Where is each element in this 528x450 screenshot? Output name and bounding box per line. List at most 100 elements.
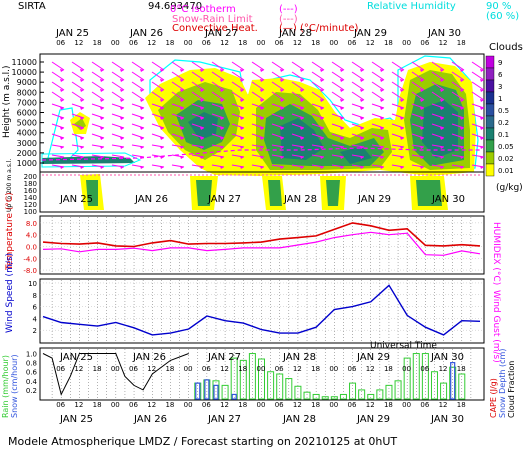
wind-arrow	[431, 103, 445, 109]
wind-arrow-head	[300, 146, 304, 149]
wind-arrow-head	[420, 156, 424, 159]
wind-arrow-head	[400, 117, 404, 120]
wind-arrow-head	[260, 79, 264, 82]
hour-tick-label: 18	[165, 365, 174, 373]
height-tick-label: 4000	[17, 129, 37, 138]
wind-arrow-head	[200, 69, 204, 72]
hour-tick-label: 06	[129, 401, 138, 409]
snow-bar	[213, 384, 219, 400]
hour-tick-label: 18	[311, 401, 320, 409]
wind-arrow	[471, 81, 485, 91]
wind-arrow-head	[480, 156, 484, 159]
wind-arrow-head	[180, 69, 184, 72]
wind-arrow-head	[260, 99, 264, 102]
rain-bar	[394, 380, 402, 400]
wind-arrow	[271, 113, 285, 119]
wind-arrow-head	[480, 99, 484, 102]
hour-tick-label: 12	[74, 401, 83, 409]
legend-snow-rain-marker: (---)	[279, 14, 298, 25]
wind-arrow-head	[120, 69, 124, 72]
wind-arrow	[351, 61, 365, 71]
wind-arrow-head	[460, 99, 464, 102]
wind-arrow	[311, 91, 325, 101]
day-label: JAN 26	[133, 414, 167, 425]
hour-tick-label: 18	[457, 365, 466, 373]
wind-arrow	[171, 61, 185, 71]
wind-arrow	[171, 71, 185, 81]
wind-arrow-head	[320, 69, 324, 72]
wind-arrow	[131, 71, 145, 81]
wind-arrow-head	[340, 107, 344, 110]
cloud-blob-core	[188, 100, 458, 164]
precip-panel: 1.00.80.60.40.2 JAN 25 JAN 26 JAN 27 JAN…	[1, 347, 516, 418]
wind-arrow	[271, 91, 285, 101]
wind-arrow-head	[220, 79, 224, 82]
wind-arrow	[431, 81, 445, 91]
wind-arrow-head	[220, 89, 224, 92]
wind-arrow-head	[300, 69, 304, 72]
y-tick-label: 2	[33, 327, 37, 335]
hour-tick-label: 18	[238, 365, 247, 373]
wind-arrow-head	[80, 146, 84, 149]
low-height-tick-label: 120	[24, 201, 37, 209]
wind-arrow	[131, 123, 145, 129]
hour-tick-label: 00	[257, 365, 266, 373]
wind-arrow-head	[280, 69, 284, 72]
wind-arrow	[71, 103, 85, 109]
wind-arrow	[371, 61, 385, 71]
wind-arrow-head	[360, 107, 364, 110]
hour-tick-label: 18	[384, 39, 393, 47]
colorbar-cell	[485, 127, 495, 141]
low-cloud-band	[42, 156, 135, 164]
wind-arrow-head	[160, 79, 164, 82]
day-label: JAN 29	[356, 352, 390, 363]
hour-tick-label: 12	[293, 365, 302, 373]
hour-tick-label: 12	[439, 401, 448, 409]
wind-arrow-head	[80, 107, 84, 110]
colorbar-tick-label: 0.1	[498, 131, 509, 139]
wind-arrow-head	[320, 89, 324, 92]
rain-bar	[458, 373, 466, 400]
wind-arrow-head	[340, 156, 344, 159]
temperature-y-ticks: 8.0 4.0 0.0 -4.0 -8.0	[23, 220, 484, 275]
hour-tick-label: 00	[184, 39, 193, 47]
wind-arrow	[471, 103, 485, 109]
y-tick-label: 6	[33, 304, 38, 312]
rain-bar	[258, 358, 265, 400]
day-label: JAN 26	[129, 28, 163, 39]
wind-arrow	[411, 123, 425, 129]
wind-arrow-head	[220, 156, 224, 159]
wind-arrow-head	[220, 117, 224, 120]
colorbar-unit: (g/kg)	[496, 183, 523, 193]
wind-arrow	[471, 91, 485, 101]
wind-arrow	[331, 103, 345, 109]
wind-arrow-head	[420, 137, 424, 140]
wind-arrow	[71, 71, 85, 81]
hour-tick-label: 00	[329, 365, 338, 373]
wind-arrow	[51, 81, 65, 91]
rain-bar	[339, 393, 347, 400]
wind-arrow	[151, 81, 165, 91]
day-label: JAN 30	[427, 28, 461, 39]
wind-arrow	[251, 81, 265, 91]
wind-arrow-head	[320, 99, 324, 102]
wind-arrow-head	[180, 137, 184, 140]
wind-grid	[51, 280, 472, 342]
snow-axis-label: Snow (cm/hour)	[10, 354, 19, 418]
wind-arrow	[311, 61, 325, 71]
precip-panel-day-labels: JAN 25 JAN 26 JAN 27 JAN 28 JAN 29 JAN 3…	[59, 352, 464, 363]
wind-arrow	[91, 113, 105, 119]
height-tick-label: 10000	[12, 68, 37, 77]
legend-convective-label: Convective Heat.	[172, 23, 258, 34]
wind-arrow	[211, 103, 225, 109]
y-tick-label: 8	[33, 292, 37, 300]
wind-arrow-head	[80, 117, 84, 120]
rain-bar	[312, 393, 320, 400]
wind-arrow	[371, 133, 385, 139]
wind-arrow-head	[400, 89, 404, 92]
wind-arrow-head	[180, 156, 184, 159]
hour-tick-label: 00	[184, 365, 193, 373]
y-tick-label: -4.0	[23, 255, 37, 263]
wind-arrow-head	[420, 127, 424, 130]
wind-arrow	[291, 81, 305, 91]
